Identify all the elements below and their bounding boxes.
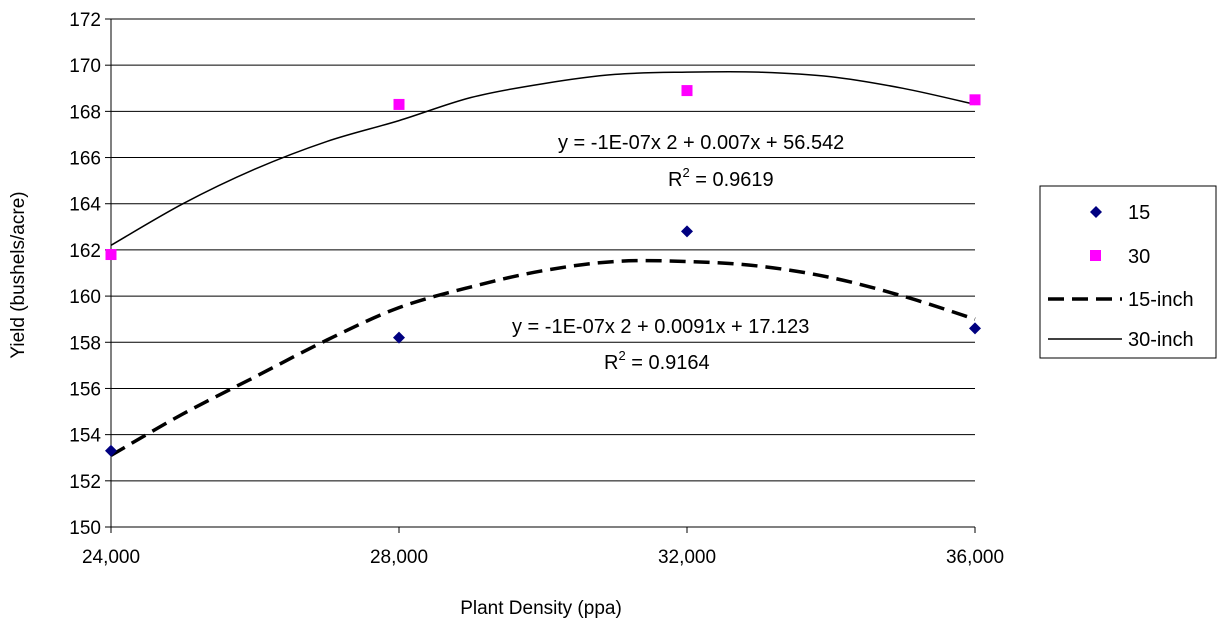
y-tick-label: 170 — [69, 56, 101, 77]
x-tick-label: 28,000 — [370, 547, 428, 568]
legend: 15 30 15-inch 30-inch — [1039, 185, 1217, 359]
r2-30-inch: R2 = 0.9619 — [668, 165, 774, 191]
r2-15-inch-label: R — [604, 352, 618, 374]
x-tick-label: 32,000 — [658, 547, 716, 568]
equation-30-inch-text: y = -1E-07x 2 + 0.007x + 56.542 — [558, 132, 844, 154]
legend-label-15-inch: 15-inch — [1128, 289, 1194, 311]
legend-label-15: 15 — [1128, 202, 1150, 224]
r2-15-inch-exp: 2 — [618, 348, 625, 363]
legend-item-30: 30 — [1090, 246, 1150, 268]
equation-15-inch-text: y = -1E-07x 2 + 0.0091x + 17.123 — [512, 316, 809, 338]
y-axis-title: Yield (bushels/acre) — [8, 191, 29, 358]
x-tick-label: 24,000 — [82, 547, 140, 568]
y-tick-label: 164 — [69, 195, 101, 216]
trendline-15-inch — [110, 258, 976, 457]
trendline-30-inch — [110, 70, 976, 246]
gridlines — [111, 18, 975, 528]
equation-30-inch: y = -1E-07x 2 + 0.007x + 56.542 — [558, 132, 844, 154]
r2-30-inch-exp: 2 — [682, 165, 689, 180]
point-30 — [969, 94, 981, 106]
point-30 — [681, 85, 693, 97]
point-30 — [393, 98, 405, 110]
y-tick-label: 162 — [69, 241, 101, 262]
legend-item-30-inch: 30-inch — [1048, 329, 1194, 351]
y-tick-label: 168 — [69, 102, 101, 123]
y-tick-label: 150 — [69, 518, 101, 539]
point-30 — [105, 249, 117, 261]
r2-15-inch-value: = 0.9164 — [626, 352, 710, 374]
y-tick-label: 154 — [69, 426, 101, 447]
legend-box — [1039, 185, 1217, 359]
r2-15-inch: R2 = 0.9164 — [604, 348, 710, 374]
legend-marker-square — [1090, 250, 1101, 261]
point-15 — [105, 444, 117, 457]
legend-item-15: 15 — [1090, 202, 1150, 224]
point-15 — [681, 225, 693, 238]
r2-30-inch-value: = 0.9619 — [690, 169, 774, 191]
r2-30-inch-label: R — [668, 169, 682, 191]
x-tick-label: 36,000 — [946, 547, 1004, 568]
y-tick-label: 156 — [69, 379, 101, 400]
y-tick-label: 152 — [69, 472, 101, 493]
point-15 — [393, 331, 405, 344]
equation-15-inch: y = -1E-07x 2 + 0.0091x + 17.123 — [512, 316, 809, 338]
y-tick-label: 158 — [69, 333, 101, 354]
data-points — [105, 85, 981, 457]
legend-label-30-inch: 30-inch — [1128, 329, 1194, 351]
legend-label-30: 30 — [1128, 246, 1150, 268]
y-tick-label: 166 — [69, 149, 101, 170]
axes — [105, 18, 976, 533]
trendlines — [110, 70, 976, 457]
y-tick-label: 160 — [69, 287, 101, 308]
tick-labels: 150 152 154 156 158 160 162 164 166 168 170 172 24,0… — [69, 10, 1004, 568]
x-axis-title: Plant Density (ppa) — [460, 598, 622, 619]
legend-marker-diamond — [1090, 206, 1102, 218]
legend-item-15-inch: 15-inch — [1048, 289, 1194, 311]
y-tick-label: 172 — [69, 10, 101, 31]
point-15 — [969, 322, 981, 335]
